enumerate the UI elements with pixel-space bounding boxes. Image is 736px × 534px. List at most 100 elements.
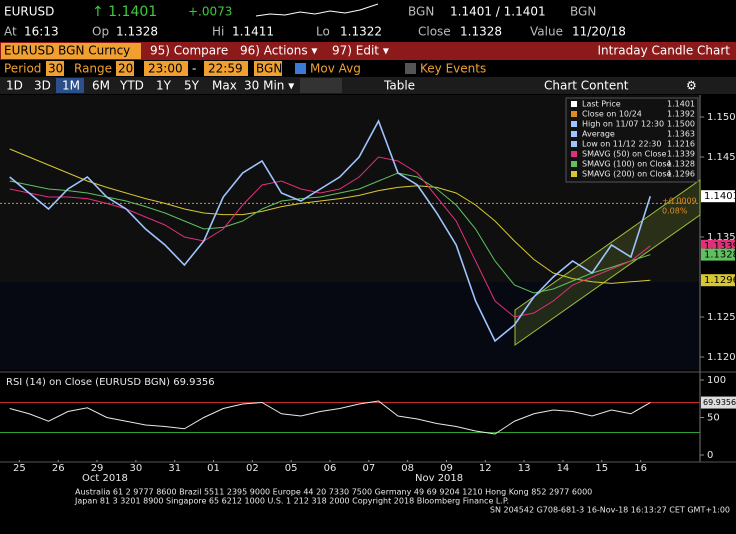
legend-value: 1.1401 (667, 100, 695, 109)
settings-icon[interactable]: ⚙ (686, 79, 697, 93)
input[interactable] (46, 61, 64, 76)
range-button[interactable]: 3D (34, 79, 51, 93)
tool-icons[interactable] (300, 78, 342, 93)
range-button[interactable]: YTD (119, 79, 144, 93)
range-button[interactable]: 1Y (156, 79, 172, 93)
y-tick-label: 0 (707, 450, 713, 461)
y-tick-label: 100 (707, 375, 726, 386)
legend-swatch (571, 161, 577, 167)
menu-bar (0, 42, 736, 60)
key-events[interactable]: Key Events (420, 62, 486, 76)
range-button[interactable]: 30 Min ▾ (244, 79, 294, 93)
legend-name: SMAVG (200) on Close (582, 170, 672, 179)
x-tick-label: 31 (168, 463, 181, 474)
y-tick-label: 1.1250 (707, 312, 736, 323)
input[interactable] (144, 61, 188, 76)
period[interactable]: 30 (48, 62, 63, 76)
bid-ask: 1.1401 / 1.1401 (450, 5, 546, 19)
checkbox[interactable] (405, 63, 416, 74)
input[interactable] (116, 61, 134, 76)
rsi-tag (701, 396, 736, 409)
range-button[interactable]: 6M (92, 79, 110, 93)
source: BGN (570, 5, 596, 19)
change: +.0073 (188, 5, 232, 19)
price-tag (701, 274, 735, 287)
legend-swatch (571, 131, 577, 137)
label: Range (74, 62, 112, 76)
legend-value: 1.1216 (667, 140, 695, 149)
compare-button[interactable]: 95) Compare (150, 44, 228, 58)
x-tick-label: 15 (595, 463, 608, 474)
sparkline (255, 3, 379, 17)
range-button[interactable]: 5Y (184, 79, 200, 93)
source-input[interactable]: BGN (256, 62, 282, 76)
range-button[interactable]: Max (212, 79, 237, 93)
month-label: Oct 2018 (82, 473, 128, 484)
legend-value: 1.1363 (667, 130, 695, 139)
x-tick-label: 02 (246, 463, 259, 474)
value: 1.1328 (460, 25, 502, 39)
legend-value: 1.1500 (667, 120, 695, 129)
label: Lo (316, 25, 330, 39)
price-line (9, 119, 652, 343)
label: Period (4, 62, 41, 76)
last: ↑ 1.1401 (92, 4, 157, 20)
legend-swatch (571, 101, 577, 107)
input[interactable] (254, 61, 282, 76)
y-tick-label: 1.1350 (707, 232, 736, 243)
range-button[interactable]: 1D (6, 79, 23, 93)
x-tick-label: 07 (362, 463, 375, 474)
value: 16:13 (24, 25, 59, 39)
legend-name: High on 11/07 12:30 (582, 120, 664, 129)
footer: SN 204542 G708-681-3 16-Nov-18 16:13:27 … (490, 506, 730, 515)
edit-button[interactable]: 97) Edit ▾ (332, 44, 389, 58)
annotation: 0.08% (662, 207, 688, 216)
value: 1.1322 (340, 25, 382, 39)
x-tick-label: 06 (324, 463, 337, 474)
toolbar (0, 77, 736, 94)
price-tag-label: 1.1328 (704, 250, 736, 261)
mov-avg[interactable]: Mov Avg (310, 62, 361, 76)
security-box[interactable] (1, 43, 141, 59)
actions-button[interactable]: 96) Actions ▾ (240, 44, 317, 58)
x-tick-label: 09 (440, 463, 453, 474)
checkbox[interactable] (295, 63, 306, 74)
value: 11/20/18 (572, 25, 626, 39)
value: 1.1328 (116, 25, 158, 39)
security[interactable]: EURUSD BGN Curncy (4, 44, 130, 58)
price-tag-label: 1.1296 (704, 275, 736, 286)
x-tick-label: 14 (557, 463, 570, 474)
legend-name: Average (582, 130, 615, 139)
chart-content-button[interactable]: Chart Content (544, 79, 629, 93)
moving-average (9, 148, 651, 284)
selected-button (56, 78, 84, 93)
plot-bg (0, 282, 700, 370)
legend-name: SMAVG (50) on Close (582, 150, 667, 159)
start[interactable]: 23:00 (148, 62, 183, 76)
end[interactable]: 22:59 (208, 62, 243, 76)
legend-swatch (571, 151, 577, 157)
price-tag-label: 1.1339 (704, 241, 736, 252)
x-tick-label: 29 (91, 463, 104, 474)
range-button[interactable]: 1M (62, 79, 80, 93)
y-tick-label: 1.1450 (707, 152, 736, 163)
footer: Japan 81 3 3201 8900 Singapore 65 6212 1… (74, 497, 509, 506)
y-tick-label: 50 (707, 413, 720, 424)
range[interactable]: 20 (118, 62, 133, 76)
x-tick-label: 30 (130, 463, 143, 474)
x-tick-label: 05 (285, 463, 298, 474)
rsi-tag-label: 69.9356 (703, 398, 736, 407)
y-tick-label: 1.1200 (707, 352, 736, 363)
table-button[interactable]: Table (383, 79, 415, 93)
moving-average (9, 156, 651, 318)
label: Close (418, 25, 451, 39)
annotation: +0.0009 (662, 197, 697, 206)
price-tag (701, 190, 735, 203)
input[interactable] (204, 61, 248, 76)
label: Op (92, 25, 109, 39)
x-tick-label: 13 (518, 463, 531, 474)
dash: - (192, 62, 196, 76)
label: Value (530, 25, 563, 39)
price-tag (701, 248, 735, 261)
